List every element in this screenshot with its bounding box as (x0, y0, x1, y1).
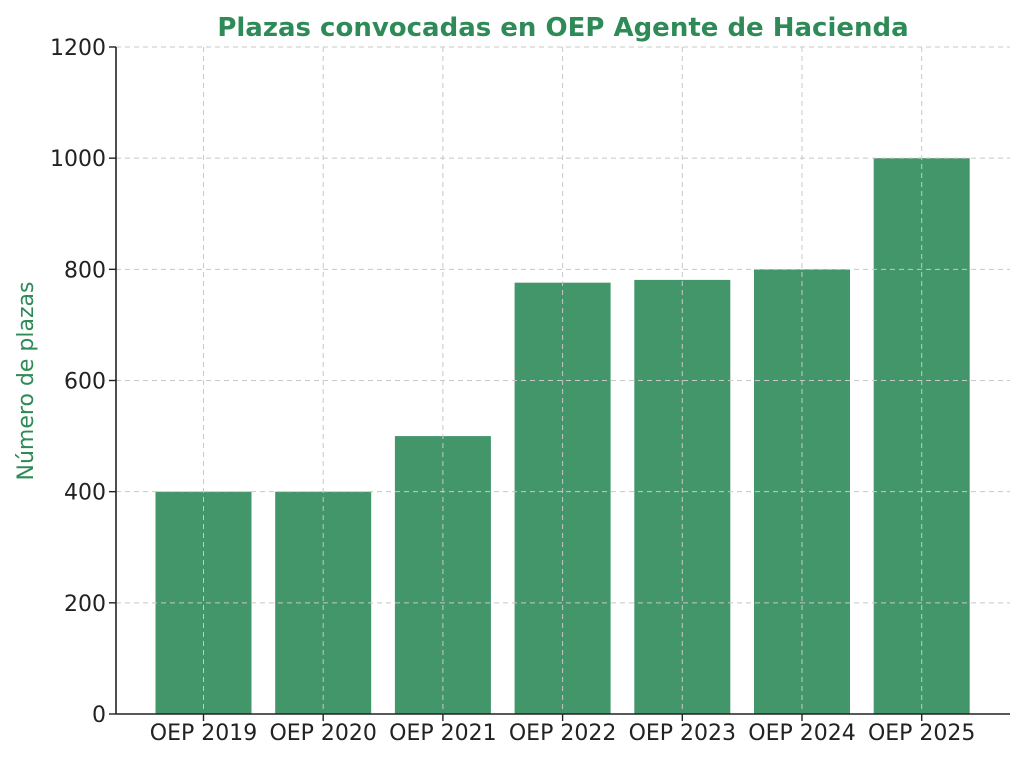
y-tick-label: 1000 (50, 147, 106, 172)
x-tick-label: OEP 2021 (389, 721, 496, 746)
x-tick-labels: OEP 2019 OEP 2020 OEP 2021 OEP 2022 OEP 2023… (150, 714, 975, 746)
y-axis-label: Número de plazas (14, 282, 39, 481)
y-tick-label: 800 (64, 258, 106, 283)
x-tick-label: OEP 2023 (629, 721, 736, 746)
x-tick-label: OEP 2025 (868, 721, 975, 746)
x-tick-label: OEP 2019 (150, 721, 257, 746)
y-tick-labels: 0 200 400 600 800 1000 1200 (50, 36, 116, 728)
grid (116, 46, 1010, 714)
x-tick-label: OEP 2022 (509, 721, 616, 746)
x-tick-label: OEP 2024 (748, 721, 855, 746)
y-tick-label: 400 (64, 481, 106, 506)
chart-title: Plazas convocadas en OEP Agente de Hacie… (217, 13, 908, 43)
y-tick-label: 200 (64, 592, 106, 617)
y-tick-label: 1200 (50, 36, 106, 61)
y-tick-label: 0 (92, 703, 106, 728)
y-tick-label: 600 (64, 370, 106, 395)
x-tick-label: OEP 2020 (269, 721, 376, 746)
